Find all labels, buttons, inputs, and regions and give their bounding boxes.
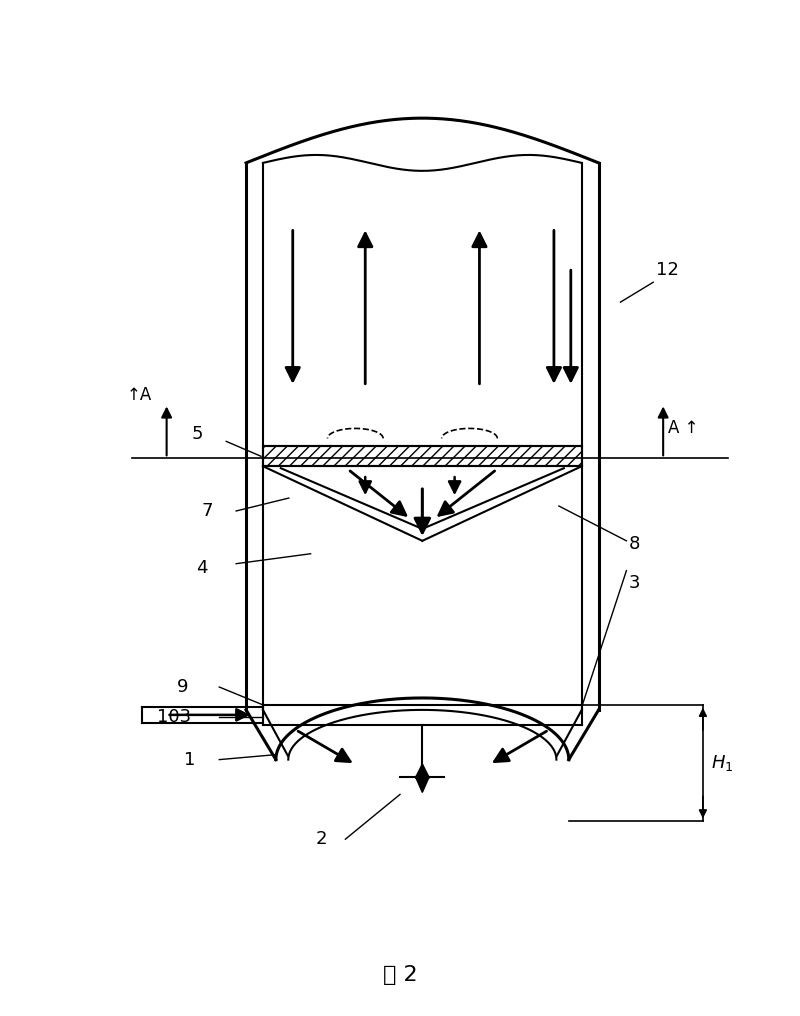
Polygon shape bbox=[415, 776, 430, 792]
Text: 3: 3 bbox=[629, 574, 640, 591]
Text: 103: 103 bbox=[157, 708, 191, 725]
Text: 4: 4 bbox=[197, 559, 208, 577]
Text: 7: 7 bbox=[202, 502, 213, 520]
Text: 5: 5 bbox=[191, 426, 203, 443]
Text: 1: 1 bbox=[183, 751, 195, 769]
Text: $H_1$: $H_1$ bbox=[711, 753, 734, 773]
Text: 12: 12 bbox=[656, 261, 679, 279]
Text: A ↑: A ↑ bbox=[668, 420, 698, 438]
Text: 9: 9 bbox=[177, 678, 188, 696]
Text: 图 2: 图 2 bbox=[382, 965, 418, 986]
Text: ↑A: ↑A bbox=[127, 386, 152, 403]
Text: 8: 8 bbox=[629, 534, 640, 553]
Text: 2: 2 bbox=[315, 830, 327, 848]
Bar bbox=[263, 446, 582, 466]
